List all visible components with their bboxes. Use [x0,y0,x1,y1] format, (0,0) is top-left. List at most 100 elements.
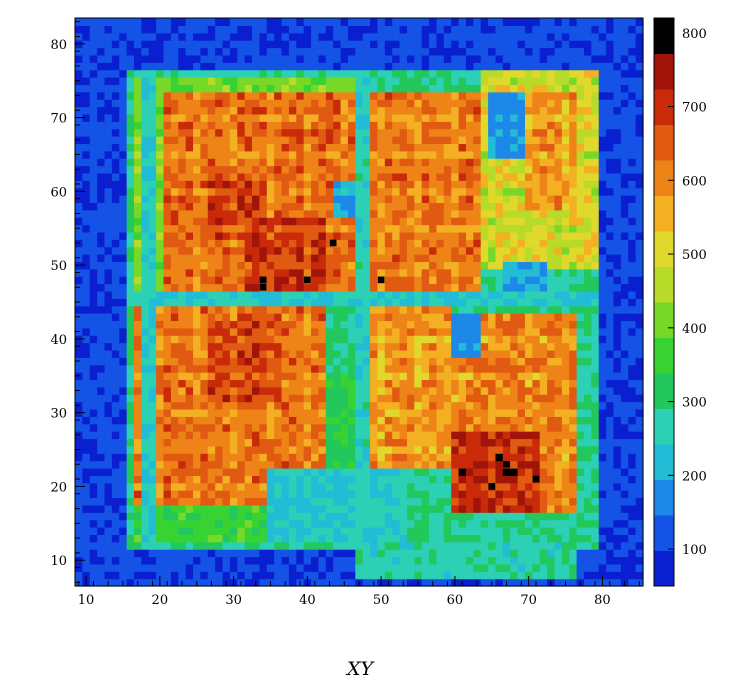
heat-cell [480,401,489,410]
heat-cell [429,224,438,233]
heat-cell [355,113,364,122]
heat-cell [266,224,275,233]
heat-cell [104,364,113,373]
heat-cell [443,512,452,521]
heat-cell [517,136,526,145]
heat-cell [495,25,504,34]
heat-cell [318,342,327,351]
heat-cell [347,231,356,240]
heat-cell [170,423,179,432]
heat-cell [436,519,445,528]
heat-cell [259,84,268,93]
heat-cell [502,298,511,307]
heat-cell [362,467,371,476]
heat-cell [266,512,275,521]
heat-cell [384,335,393,344]
heat-cell [274,84,283,93]
heat-cell [399,504,408,513]
heat-cell [370,239,379,248]
heat-cell [281,239,290,248]
heat-cell [502,150,511,159]
heat-cell [126,180,135,189]
heat-cell [89,401,98,410]
heat-cell [355,172,364,181]
heat-cell [89,62,98,71]
heat-cell [244,254,253,263]
heat-cell [524,571,533,580]
heat-cell [141,526,150,535]
heat-cell [517,239,526,248]
heat-cell [274,408,283,417]
heat-cell [318,276,327,285]
heat-cell [104,534,113,543]
heat-cell [148,18,157,26]
heat-cell [473,512,482,521]
heat-cell [296,423,305,432]
heat-cell [141,578,150,587]
heat-cell [399,526,408,535]
heat-cell [436,342,445,351]
heat-cell [229,77,238,85]
heat-cell [126,283,135,292]
heat-cell [296,25,305,34]
heat-cell [384,40,393,49]
heat-cell [148,431,157,440]
heat-cell [347,526,356,535]
heat-cell [170,202,179,211]
heat-cell [82,416,91,425]
heat-cell [547,283,556,292]
heat-cell [429,571,438,580]
heat-cell [318,298,327,307]
heat-cell [524,475,533,484]
heat-cell [421,261,430,270]
heat-cell [524,25,533,34]
heat-cell [104,25,113,34]
heat-cell [495,150,504,159]
heat-cell [436,91,445,100]
heat-cell [340,106,349,115]
heat-cell [333,158,342,167]
heat-cell [436,431,445,440]
heat-cell [141,32,150,41]
heat-cell [141,84,150,93]
heat-cell [333,195,342,204]
heat-cell [473,431,482,440]
heat-cell [207,32,216,41]
heat-cell [119,128,128,137]
heat-cell [510,497,519,506]
heat-cell [510,106,519,115]
heat-cell [524,453,533,462]
heat-cell [458,172,467,181]
heat-cell [517,571,526,580]
heat-cell [480,40,489,49]
heat-cell [82,113,91,122]
heat-cell [414,54,423,63]
heat-cell [126,364,135,373]
heat-cell [362,357,371,366]
heat-cell [421,401,430,410]
heat-cell [370,364,379,373]
heat-cell [193,32,202,41]
heat-cell [547,556,556,565]
heat-cell [524,121,533,130]
heat-cell [104,283,113,292]
heat-cell [414,254,423,263]
heat-cell [399,445,408,454]
heat-cell [141,467,150,476]
heat-cell [362,327,371,336]
heat-cell [148,526,157,535]
heat-cell [163,467,172,476]
heat-cell [281,541,290,550]
heat-cell [355,372,364,381]
heat-cell [465,327,474,336]
heat-cell [392,467,401,476]
heat-cell [97,475,106,484]
heat-cell [399,379,408,388]
heat-cell [111,305,120,314]
heat-cell [458,54,467,63]
heat-cell [163,195,172,204]
heat-cell [392,534,401,543]
heat-cell [539,231,548,240]
heat-cell [274,261,283,270]
heat-cell [524,467,533,476]
